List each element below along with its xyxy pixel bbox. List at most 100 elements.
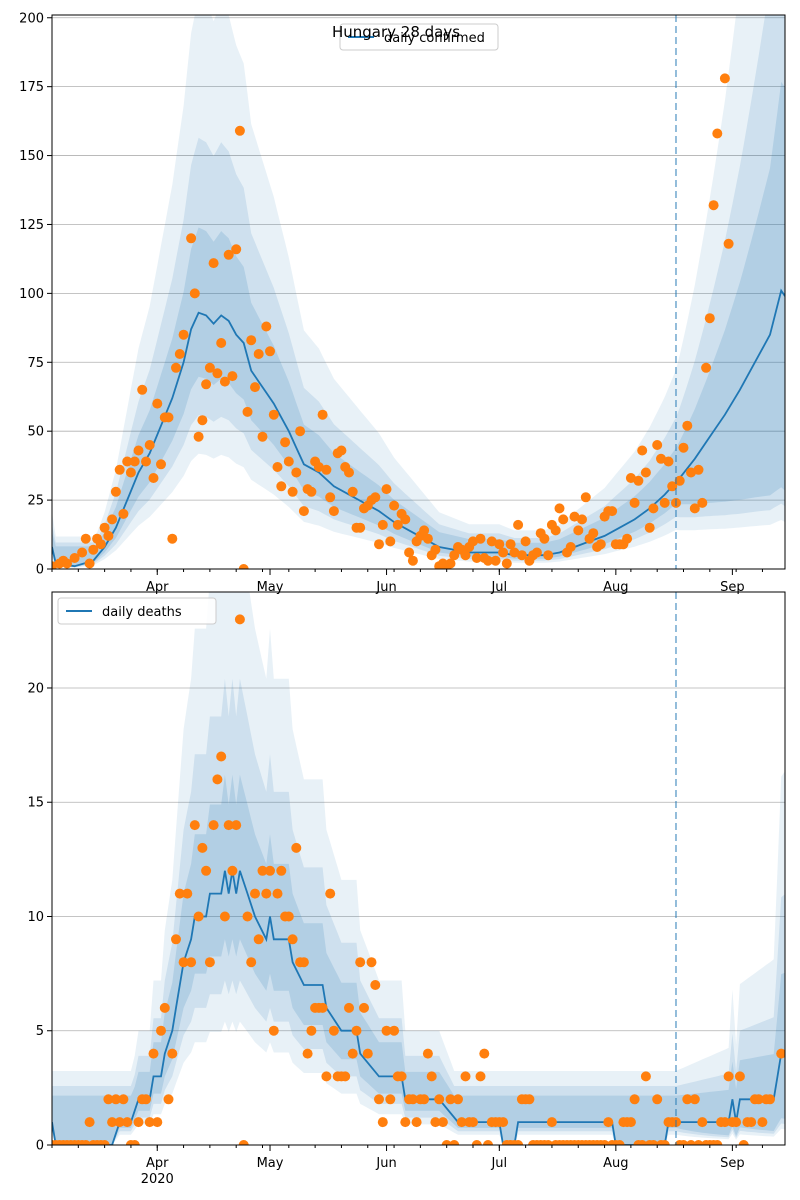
- observed-point: [449, 1140, 460, 1145]
- observed-point: [396, 1071, 407, 1082]
- observed-point: [107, 1117, 118, 1128]
- observed-point: [133, 445, 144, 456]
- observed-point: [163, 1094, 174, 1105]
- y-tick-label: 0: [36, 563, 44, 578]
- observed-point: [178, 329, 189, 340]
- observed-point: [422, 1048, 433, 1059]
- observed-point: [238, 564, 249, 569]
- legend-box: [57, 597, 217, 625]
- observed-point: [242, 406, 253, 417]
- observed-point: [513, 519, 524, 530]
- legend-label: daily deaths: [102, 605, 182, 620]
- observed-point: [723, 238, 734, 249]
- observed-point: [231, 244, 242, 255]
- observed-point: [122, 1117, 133, 1128]
- observed-point: [490, 555, 501, 566]
- observed-point: [69, 553, 80, 563]
- observed-point: [114, 1117, 125, 1128]
- observed-point: [453, 1094, 463, 1105]
- observed-point: [110, 1094, 121, 1105]
- observed-point: [272, 888, 283, 899]
- y-tick-label: 25: [27, 494, 44, 509]
- x-tick-label: May: [257, 1156, 284, 1171]
- observed-point: [366, 957, 377, 968]
- observed-point: [122, 456, 133, 467]
- observed-point: [212, 774, 223, 785]
- observed-point: [340, 1071, 351, 1082]
- uncertainty-band-2: [52, 678, 785, 1145]
- observed-point: [283, 456, 294, 467]
- observed-point: [407, 1094, 418, 1105]
- observed-point: [501, 558, 512, 569]
- observed-point: [663, 456, 674, 467]
- observed-point: [765, 1094, 775, 1105]
- observed-point: [723, 1071, 734, 1082]
- observed-point: [238, 1140, 249, 1145]
- observed-point: [306, 486, 317, 497]
- observed-point: [328, 1025, 339, 1036]
- observed-point: [629, 1094, 640, 1105]
- observed-point: [242, 911, 253, 922]
- observed-point: [355, 522, 366, 533]
- observed-point: [437, 1117, 448, 1128]
- observed-point: [125, 467, 136, 478]
- observed-point: [659, 1140, 670, 1145]
- observed-point: [389, 500, 400, 511]
- observed-point: [355, 957, 366, 968]
- observed-point: [622, 533, 633, 544]
- observed-point: [265, 346, 275, 357]
- observed-point: [114, 464, 125, 475]
- observed-point: [520, 536, 531, 547]
- observed-point: [381, 1025, 392, 1036]
- y-tick-label: 15: [27, 796, 44, 811]
- x-tick-label: Jun: [375, 580, 396, 595]
- observed-point: [144, 1117, 155, 1128]
- observed-point: [227, 865, 238, 876]
- observed-point: [84, 1117, 95, 1128]
- observed-point: [152, 398, 163, 409]
- observed-point: [227, 371, 238, 382]
- x-tick-label: May: [257, 580, 284, 595]
- observed-point: [400, 514, 411, 525]
- observed-point: [599, 1140, 610, 1145]
- observed-point: [411, 1117, 422, 1128]
- observed-point: [261, 888, 272, 899]
- observed-point: [148, 473, 159, 483]
- observed-point: [697, 497, 708, 508]
- observed-point: [385, 1094, 396, 1105]
- observed-point: [351, 1025, 362, 1036]
- legend: daily confirmed: [339, 23, 499, 51]
- observed-point: [201, 379, 212, 390]
- observed-point: [250, 382, 260, 393]
- observed-point: [246, 957, 257, 968]
- observed-point: [648, 503, 659, 514]
- x-tick-label: Aug: [603, 580, 628, 595]
- observed-point: [137, 384, 148, 395]
- observed-point: [629, 497, 640, 508]
- observed-point: [531, 547, 542, 558]
- observed-point: [701, 362, 712, 373]
- observed-point: [212, 368, 223, 379]
- chart-title: Hungary 28 days: [332, 23, 460, 41]
- observed-point: [156, 1025, 166, 1036]
- observed-point: [550, 525, 561, 536]
- observed-point: [223, 249, 234, 260]
- observed-point: [546, 1117, 557, 1128]
- observed-point: [637, 445, 648, 456]
- x-tick-label: Jun: [375, 1156, 396, 1171]
- observed-point: [144, 440, 155, 450]
- observed-point: [753, 1094, 764, 1105]
- observed-point: [633, 475, 644, 486]
- x-tick-label: Sep: [720, 580, 745, 595]
- observed-point: [516, 550, 527, 561]
- observed-point: [189, 288, 200, 299]
- observed-point: [479, 1048, 490, 1059]
- confirmed-panel: 0 25 50 75 100 125 150 175 200 Apr May Jun Jul Aug Sep…: [19, 11, 786, 595]
- x-tick-label: Sep: [720, 1156, 745, 1171]
- observed-point: [186, 957, 197, 968]
- observed-point: [456, 1117, 467, 1128]
- observed-point: [80, 1140, 91, 1145]
- observed-point: [276, 481, 287, 492]
- observed-point: [468, 536, 478, 547]
